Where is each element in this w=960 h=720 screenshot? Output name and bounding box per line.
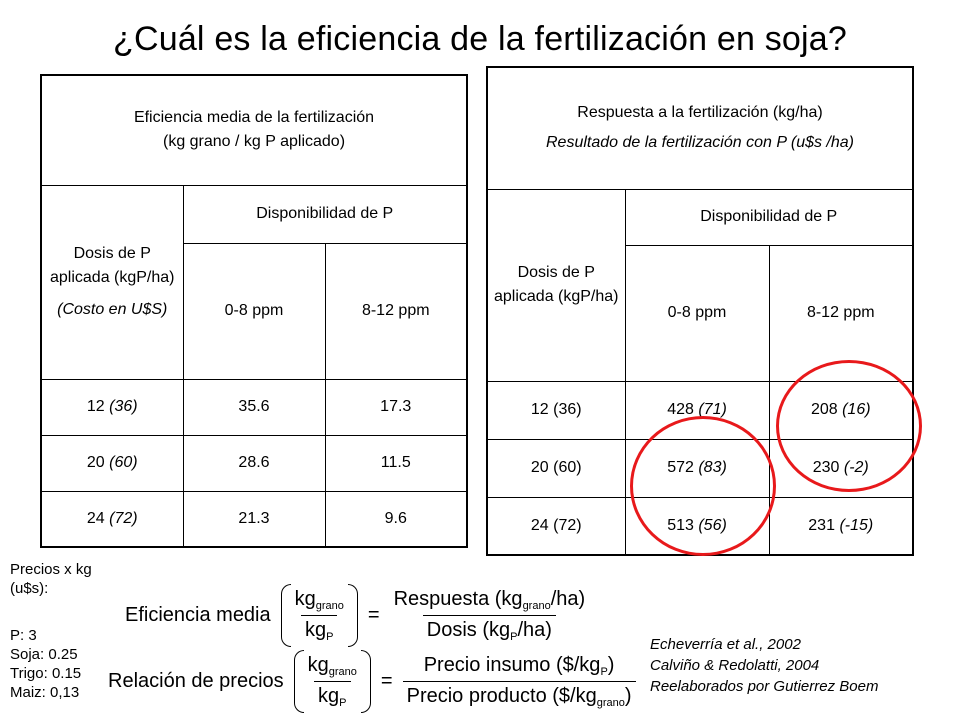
response-table-subtitle: Resultado de la fertilización con P (u$s… [545, 134, 854, 152]
highlight-circle-8-12-ppm [776, 360, 922, 492]
price-item: Trigo: 0.15 [10, 665, 82, 682]
col-8-12-ppm: 8-12 ppm [324, 242, 468, 380]
citation: Reelaborados por Gutierrez Boem [650, 678, 879, 695]
citation: Calviño & Redolatti, 2004 [650, 657, 820, 674]
col-8-12-ppm: 8-12 ppm [768, 244, 914, 382]
response-table-title: Respuesta a la fertilización (kg/ha) [577, 104, 823, 122]
dose-cost-label: (Costo en U$S) [57, 301, 168, 318]
efficiency-formula: Eficiencia media kggrano kgP = Respuesta… [125, 584, 586, 647]
efficiency-table: Eficiencia media de la fertilización (kg… [40, 74, 468, 548]
response-table-header: Respuesta a la fertilización (kg/ha) Res… [486, 66, 914, 190]
dose-column-header: Dosis de P aplicada (kgP/ha) [486, 188, 626, 382]
citations: Echeverría et al., 2002 Calviño & Redola… [650, 634, 878, 697]
col-0-8-ppm: 0-8 ppm [624, 244, 770, 382]
highlight-circle-0-8-ppm [630, 416, 776, 556]
page-title: ¿Cuál es la eficiencia de la fertilizaci… [112, 20, 848, 58]
efficiency-table-header: Eficiencia media de la fertilización (kg… [40, 74, 468, 186]
table-row: 20 (60) 28.6 11.5 [40, 434, 468, 492]
col-0-8-ppm: 0-8 ppm [182, 242, 326, 380]
citation: Echeverría et al., 2002 [650, 636, 801, 653]
prices-block: Precios x kg (u$s): P: 3 Soja: 0.25 Trig… [10, 561, 92, 701]
formula-label: Eficiencia media [125, 604, 271, 626]
formula-label: Relación de precios [108, 670, 284, 692]
response-table: Respuesta a la fertilización (kg/ha) Res… [486, 66, 914, 556]
dose-column-header: Dosis de P aplicada (kgP/ha) (Costo en U… [40, 184, 184, 380]
efficiency-table-title: Eficiencia media de la fertilización [133, 109, 375, 127]
price-item: Soja: 0.25 [10, 646, 78, 663]
price-item: P: 3 [10, 627, 37, 644]
efficiency-table-subtitle: (kg grano / kg P aplicado) [162, 133, 346, 151]
availability-header: Disponibilidad de P [182, 184, 468, 244]
availability-header: Disponibilidad de P [624, 188, 914, 246]
price-ratio-formula: Relación de precios kggrano kgP = Precio… [108, 650, 636, 713]
table-row: 24 (72) 21.3 9.6 [40, 490, 468, 548]
price-item: Maiz: 0,13 [10, 684, 80, 701]
table-row: 12 (36) 35.6 17.3 [40, 378, 468, 436]
